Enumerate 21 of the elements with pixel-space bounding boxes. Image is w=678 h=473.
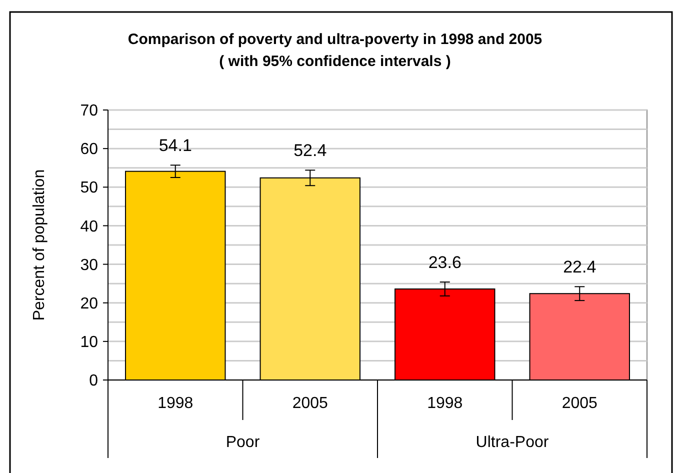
x-tick-label: 2005 (292, 395, 328, 412)
y-tick-label: 70 (80, 102, 98, 120)
y-tick-label: 0 (89, 372, 98, 390)
text: Ultra-Poor (476, 434, 550, 451)
chart-title: Comparison of poverty and ultra-poverty in 1998 and 2005 (128, 31, 542, 48)
y-tick-label: 20 (80, 295, 98, 312)
y-tick-label: 50 (80, 180, 98, 197)
x-tick-label: 1998 (158, 395, 194, 412)
y-tick-label: 10 (80, 334, 98, 352)
data-label: 22.4 (563, 258, 596, 277)
x-tick-label: 2005 (562, 395, 598, 412)
x-tick-label: 1998 (427, 395, 463, 412)
y-tick-label: 60 (80, 141, 98, 158)
text: Poor (226, 434, 260, 451)
chart-subtitle: ( with 95% confidence intervals ) (219, 53, 451, 70)
data-label: 23.6 (428, 253, 462, 272)
data-label: 52.4 (294, 141, 327, 160)
y-tick-label: 40 (80, 218, 98, 236)
data-label: 54.1 (158, 136, 192, 156)
y-tick-label: 30 (80, 256, 98, 274)
y-axis-title: Percent of population (31, 169, 48, 321)
